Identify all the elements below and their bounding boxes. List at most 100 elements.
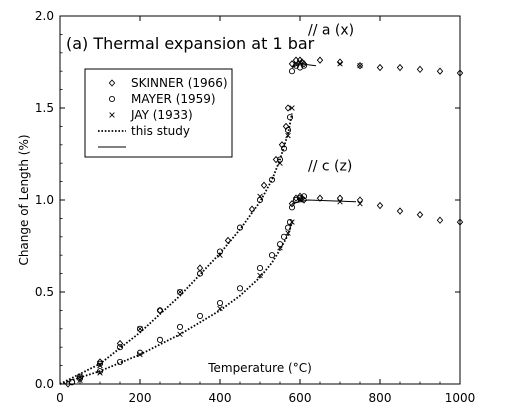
- mayer-point: [268, 176, 276, 183]
- mayer-point: [276, 241, 284, 248]
- annotation-label: // c (z): [308, 159, 352, 175]
- skinner-point: [288, 199, 296, 208]
- annotations: // a (x) // c (z): [308, 22, 354, 174]
- mayer-point: [300, 193, 308, 200]
- data-marks: [64, 56, 464, 388]
- skinner-point: [336, 194, 344, 202]
- jay-point: [77, 377, 83, 384]
- skinner-point: [96, 358, 104, 366]
- jay-point: [285, 230, 291, 236]
- skinner-point: [278, 141, 286, 149]
- axis-ticks: 0 200 400 600 800 1000 0.0 0.5 1.0 1.5 2.0: [35, 9, 475, 405]
- this-study-dotted-line: [59, 221, 293, 385]
- jay-point: [289, 219, 295, 225]
- x-tick-label: 600: [289, 391, 312, 405]
- mayer-point: [156, 307, 164, 314]
- jay-point: [257, 272, 263, 279]
- y-axis-label: Change of Length (%): [17, 134, 31, 265]
- mayer-point: [176, 323, 184, 331]
- mayer-point: [68, 379, 76, 386]
- mayer-point: [256, 265, 264, 272]
- mayer-point: [276, 156, 284, 163]
- skinner-point: [396, 207, 404, 215]
- y-tick-label: 0.0: [35, 377, 54, 391]
- y-tick-label: 1.0: [35, 193, 54, 207]
- mayer-point: [76, 375, 84, 382]
- skinner-point: [336, 58, 344, 66]
- legend-label: this study: [131, 124, 190, 138]
- skinner-point: [416, 211, 424, 219]
- jay-point: [97, 362, 103, 369]
- mayer-point: [196, 270, 204, 277]
- skinner-point: [248, 205, 256, 213]
- jay-point: [293, 61, 299, 67]
- jay-point: [277, 160, 283, 166]
- skinner-point: [288, 60, 296, 68]
- skinner-point: [316, 56, 324, 64]
- mayer-point: [256, 196, 264, 204]
- mayer-point: [284, 224, 292, 231]
- jay-point: [217, 252, 223, 258]
- x-tick-label: 0: [56, 391, 64, 405]
- skinner-point: [396, 63, 404, 72]
- skinner-point: [196, 264, 204, 272]
- jay-point: [297, 197, 303, 203]
- x-axis-label: Temperature (°C): [207, 361, 312, 375]
- jay-point: [289, 105, 295, 111]
- mayer-point: [176, 288, 184, 296]
- jay-point: [337, 61, 343, 67]
- jay-point: [337, 199, 343, 205]
- y-tick-label: 0.5: [35, 285, 54, 299]
- legend-marker-diamond: [108, 79, 116, 87]
- jay-point: [217, 305, 223, 312]
- y-tick-label: 2.0: [35, 9, 54, 23]
- skinner-point: [356, 61, 364, 70]
- mayer-point: [288, 204, 296, 211]
- jay-point: [277, 245, 283, 251]
- mayer-point: [96, 368, 104, 375]
- jay-point: [257, 193, 263, 200]
- mayer-point: [156, 336, 164, 343]
- this-study-dotted-line: [59, 113, 293, 385]
- legend-label: JAY (1933): [130, 108, 193, 122]
- x-tick-label: 200: [129, 391, 152, 405]
- mayer-point: [216, 248, 224, 255]
- mayer-point: [280, 145, 288, 152]
- x-tick-label: 1000: [445, 391, 476, 405]
- mayer-point: [268, 252, 276, 259]
- jay-point: [177, 331, 183, 338]
- mayer-point: [136, 325, 144, 332]
- mayer-point: [284, 127, 292, 134]
- mayer-point: [236, 285, 244, 292]
- skinner-point: [116, 339, 124, 348]
- legend-marker-circle: [108, 95, 116, 103]
- chart-title: (a) Thermal expansion at 1 bar: [66, 34, 315, 53]
- legend-marker-x: [109, 112, 115, 118]
- mayer-point: [116, 344, 124, 351]
- jay-point: [97, 370, 103, 376]
- skinner-point: [300, 60, 308, 68]
- y-tick-label: 1.5: [35, 101, 54, 115]
- skinner-point: [376, 201, 384, 210]
- mayer-point: [288, 68, 296, 75]
- skinner-point: [376, 63, 384, 72]
- mayer-point: [286, 114, 294, 121]
- mayer-point: [96, 360, 104, 367]
- jay-point: [297, 59, 303, 65]
- jay-point: [357, 62, 363, 69]
- mayer-point: [236, 224, 244, 231]
- mayer-point: [280, 233, 288, 240]
- legend: SKINNER (1966) MAYER (1959) JAY (1933) this…: [84, 68, 233, 158]
- skinner-point: [356, 196, 364, 204]
- jay-point: [137, 326, 143, 332]
- mayer-point: [196, 312, 204, 319]
- annotation-label: // a (x): [308, 22, 354, 38]
- mayer-point: [216, 299, 224, 307]
- legend-label: SKINNER (1966): [131, 76, 228, 90]
- x-tick-label: 400: [209, 391, 232, 405]
- skinner-point: [456, 218, 464, 226]
- skinner-point: [456, 69, 464, 77]
- mayer-point: [116, 358, 124, 365]
- skinner-point: [260, 181, 268, 189]
